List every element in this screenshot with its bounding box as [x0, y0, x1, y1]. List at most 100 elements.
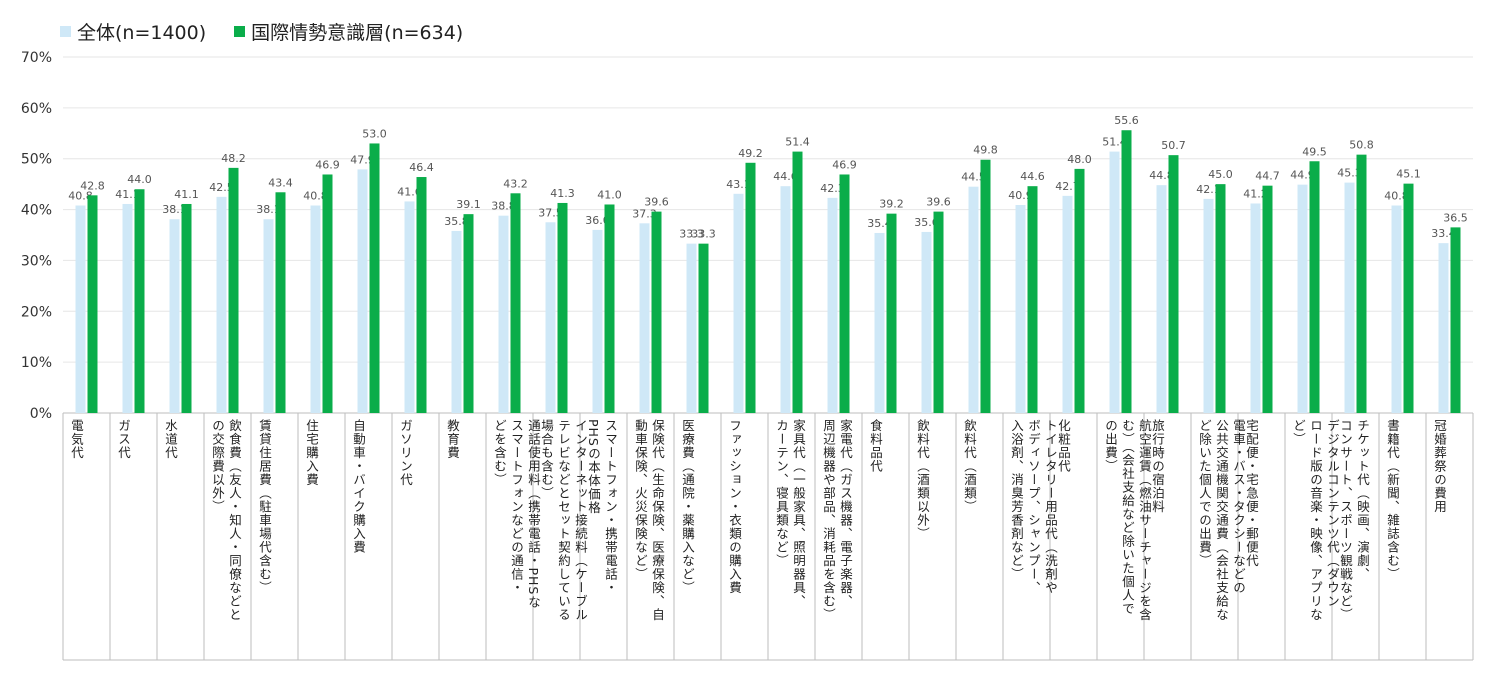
data-label-aware: 41.0 [597, 188, 622, 201]
bar-aware [886, 213, 897, 413]
category-label: 水道代 [163, 419, 178, 460]
data-label-all: 37.5 [538, 206, 563, 219]
category-label: インターネット接続料（ケーブル テレビなどとセット契約している 場合も含む） [539, 419, 588, 622]
data-label-aware: 43.2 [503, 177, 528, 190]
legend: 全体(n=1400) 国際情勢意識層(n=634) [60, 18, 463, 45]
category-label: 保険代（生命保険、医療保険、自 動車保険、火災保険など） [633, 419, 665, 622]
category-label: 書籍代（新聞、雑誌含む） [1385, 419, 1400, 581]
data-label-aware: 45.1 [1396, 168, 1421, 181]
data-label-all: 41.2 [1243, 187, 1268, 200]
data-label-all: 33.4 [1431, 227, 1456, 240]
data-label-aware: 50.7 [1161, 139, 1186, 152]
data-label-all: 44.5 [961, 171, 986, 184]
data-label-aware: 49.2 [738, 147, 763, 160]
category-label: 冠婚葬祭の費用 [1432, 419, 1447, 514]
bar-all [1344, 182, 1355, 413]
bar-aware [510, 193, 521, 413]
bar-aware [1356, 154, 1367, 413]
y-tick-label: 50% [21, 152, 52, 168]
bar-all [122, 203, 133, 413]
data-label-all: 51.4 [1102, 136, 1127, 149]
category-label: 食料品代 [868, 419, 883, 473]
data-label-aware: 39.1 [456, 198, 481, 211]
bar-all [874, 232, 885, 413]
data-label-aware: 44.6 [1020, 170, 1045, 183]
bar-aware [1121, 130, 1132, 413]
legend-label-aware: 国際情勢意識層(n=634) [251, 22, 464, 44]
bar-all [1203, 198, 1214, 413]
bar-aware [1168, 155, 1179, 413]
bar-aware [463, 214, 474, 413]
category-label: 旅行時の宿泊料 [1150, 419, 1165, 514]
y-tick-label: 0% [30, 406, 52, 422]
bar-all [733, 193, 744, 413]
bar-aware [322, 174, 333, 413]
y-tick-label: 10% [21, 355, 52, 371]
bar-all [1391, 205, 1402, 413]
data-label-aware: 43.4 [268, 176, 293, 189]
data-label-all: 41.6 [397, 185, 422, 198]
data-label-all: 38.1 [162, 203, 187, 216]
bar-aware [604, 204, 615, 413]
category-label: 電車・バス・タクシーなどの 公共交通機関交通費（会社支給な ど除いた個人での出費… [1197, 419, 1246, 622]
bar-all [827, 197, 838, 413]
bar-all [1156, 185, 1167, 413]
data-label-aware: 44.7 [1255, 170, 1280, 183]
bar-all [1109, 151, 1120, 413]
data-label-all: 44.6 [773, 170, 798, 183]
data-label-aware: 48.0 [1067, 153, 1092, 166]
data-label-all: 45.3 [1337, 167, 1362, 180]
data-label-aware: 39.6 [926, 196, 951, 209]
bar-aware [792, 151, 803, 413]
y-tick-label: 20% [21, 304, 52, 320]
category-label: ファッション・衣類の購入費 [727, 419, 742, 595]
data-label-aware: 33.3 [691, 228, 716, 241]
data-label-aware: 46.9 [315, 158, 340, 171]
data-label-aware: 53.0 [362, 127, 387, 140]
bar-aware [87, 195, 98, 413]
data-label-aware: 42.8 [80, 179, 105, 192]
data-label-aware: 39.2 [879, 198, 904, 211]
bar-aware [369, 143, 380, 413]
category-label: スマートフォン・携帯電話・ PHSの本体価格 [586, 419, 618, 595]
category-label: 化粧品代 [1056, 419, 1071, 473]
legend-label-all: 全体(n=1400) [77, 22, 207, 44]
bar-aware [1309, 161, 1320, 413]
bar-all [451, 230, 462, 413]
bar-all [1015, 204, 1026, 413]
bar-all [75, 205, 86, 413]
data-label-all: 42.1 [1196, 183, 1221, 196]
bar-all [498, 215, 509, 413]
data-label-aware: 49.8 [973, 144, 998, 157]
data-label-aware: 48.2 [221, 152, 246, 165]
bar-aware [1450, 227, 1461, 413]
category-label: 家具代（一般家具、照明器具、 カーテン、寝具類など） [774, 419, 806, 608]
bar-aware [980, 159, 991, 413]
bar-aware [557, 202, 568, 413]
bar-aware [651, 211, 662, 413]
bar-aware [134, 189, 145, 413]
bar-all [1438, 243, 1449, 413]
bar-aware [933, 211, 944, 413]
data-label-all: 35.6 [914, 216, 939, 229]
y-tick-label: 40% [21, 203, 52, 219]
data-label-aware: 46.9 [832, 158, 857, 171]
bar-aware [1027, 186, 1038, 413]
bar-all [169, 219, 180, 413]
category-label: トイレタリー用品代（洗剤や ボディソープ、シャンプー、 入浴剤、消臭芳香剤など） [1009, 419, 1058, 595]
data-label-all: 42.7 [1055, 180, 1080, 193]
data-label-all: 44.9 [1290, 169, 1315, 182]
data-label-all: 37.3 [632, 207, 657, 220]
data-label-all: 38.8 [491, 200, 516, 213]
data-label-all: 40.8 [1384, 190, 1409, 203]
bar-aware [181, 203, 192, 413]
data-label-aware: 41.3 [550, 187, 575, 200]
bar-all [1297, 184, 1308, 413]
data-label-aware: 46.4 [409, 161, 434, 174]
category-label: 医療費（通院・薬購入など） [680, 419, 695, 595]
data-label-all: 36.0 [585, 214, 610, 227]
category-label: チケット代（映画、演劇、 コンサート、スポーツ観戦など） [1338, 419, 1370, 622]
y-tick-label: 60% [21, 101, 52, 117]
bar-all [216, 196, 227, 413]
